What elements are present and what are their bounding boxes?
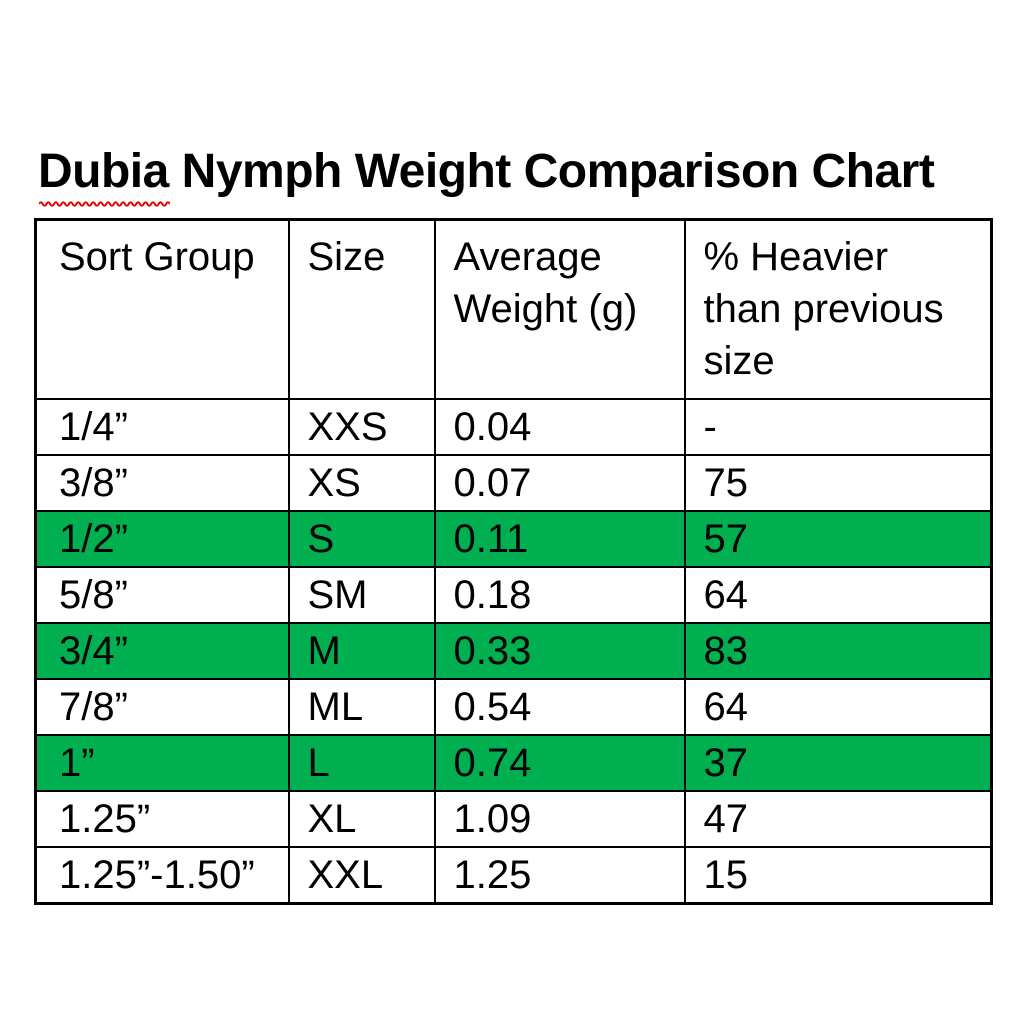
title-rest-text: Nymph Weight Comparison Chart <box>168 145 935 199</box>
cell-pct-heavier: 83 <box>683 622 993 680</box>
cell-size: XXL <box>287 846 436 905</box>
cell-avg-weight-g: 0.04 <box>433 398 686 456</box>
cell-avg-weight-g: 0.18 <box>433 566 686 624</box>
cell-avg-weight-g: 0.07 <box>433 454 686 512</box>
cell-sort-group: 1.25” <box>34 790 290 848</box>
cell-size: XXS <box>287 398 436 456</box>
table-row: 1.25”-1.50” XXL 1.25 15 <box>34 846 993 905</box>
table-row: 3/4” M 0.33 83 <box>34 622 993 680</box>
cell-size: S <box>287 510 436 568</box>
spellcheck-squiggle-icon <box>39 201 170 207</box>
table-row: 1/2” S 0.11 57 <box>34 510 993 568</box>
cell-sort-group: 5/8” <box>34 566 290 624</box>
cell-size: SM <box>287 566 436 624</box>
cell-sort-group: 1/4” <box>34 398 290 456</box>
header-cell-pct-heavier: % Heavier than previous size <box>683 218 993 400</box>
cell-pct-heavier: 75 <box>683 454 993 512</box>
header-cell-size: Size <box>287 218 436 400</box>
cell-pct-heavier: - <box>683 398 993 456</box>
cell-avg-weight-g: 1.09 <box>433 790 686 848</box>
header-cell-average-weight: Average Weight (g) <box>433 218 686 400</box>
table-row: 3/8” XS 0.07 75 <box>34 454 993 512</box>
cell-avg-weight-g: 0.74 <box>433 734 686 792</box>
table-row: 5/8” SM 0.18 64 <box>34 566 993 624</box>
cell-avg-weight-g: 1.25 <box>433 846 686 905</box>
table-body: 1/4” XXS 0.04-3/8” XS 0.07 75 1/2” S 0.11 57 5/8” S… <box>34 398 993 905</box>
cell-sort-group: 3/4” <box>34 622 290 680</box>
page-title: Dubia Nymph Weight Comparison Chart <box>38 144 935 207</box>
cell-size: L <box>287 734 436 792</box>
cell-sort-group: 3/8” <box>34 454 290 512</box>
table-row: 1/4” XXS 0.04- <box>34 398 993 456</box>
cell-size: ML <box>287 678 436 736</box>
table-row: 1.25” XL 1.09 47 <box>34 790 993 848</box>
title-word-text: Dubia <box>38 145 169 199</box>
cell-pct-heavier: 47 <box>683 790 993 848</box>
weight-comparison-table: Sort Group Size Average Weight (g) % Hea… <box>34 218 993 905</box>
cell-sort-group: 1.25”-1.50” <box>34 846 290 905</box>
cell-size: XS <box>287 454 436 512</box>
table-row: 7/8” ML 0.54 64 <box>34 678 993 736</box>
cell-size: XL <box>287 790 436 848</box>
title-word-misspelled: Dubia <box>38 144 170 207</box>
table-header-row: Sort Group Size Average Weight (g) % Hea… <box>34 218 993 400</box>
cell-pct-heavier: 64 <box>683 566 993 624</box>
cell-avg-weight-g: 0.33 <box>433 622 686 680</box>
cell-pct-heavier: 15 <box>683 846 993 905</box>
cell-sort-group: 1/2” <box>34 510 290 568</box>
cell-avg-weight-g: 0.11 <box>433 510 686 568</box>
cell-avg-weight-g: 0.54 <box>433 678 686 736</box>
cell-sort-group: 7/8” <box>34 678 290 736</box>
cell-pct-heavier: 37 <box>683 734 993 792</box>
header-cell-sort-group: Sort Group <box>34 218 290 400</box>
cell-size: M <box>287 622 436 680</box>
cell-sort-group: 1” <box>34 734 290 792</box>
cell-pct-heavier: 64 <box>683 678 993 736</box>
table-row: 1” L 0.74 37 <box>34 734 993 792</box>
cell-pct-heavier: 57 <box>683 510 993 568</box>
